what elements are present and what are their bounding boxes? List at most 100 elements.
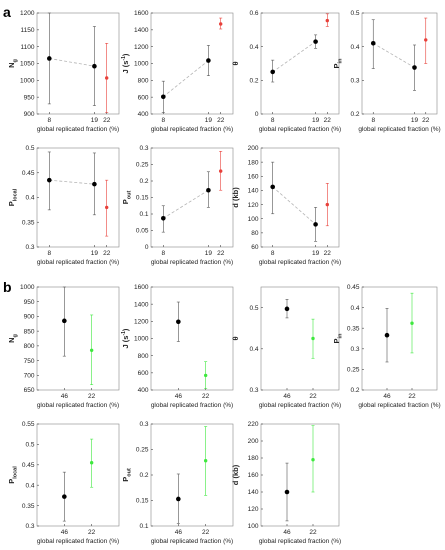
y-tick-label: 0.15 <box>136 195 149 202</box>
y-axis-label: J (s-1) <box>121 328 130 348</box>
x-tick-label: 22 <box>309 393 317 400</box>
y-tick-label: 0.3 <box>25 244 34 251</box>
y-tick-label: 0.25 <box>136 162 149 169</box>
data-point-green <box>311 336 315 341</box>
data-point-black <box>62 318 67 324</box>
y-axis-label: θ <box>231 336 240 340</box>
data-point-black <box>176 319 181 325</box>
data-point-red <box>424 38 428 42</box>
y-axis-label-sub: in <box>338 58 344 64</box>
data-point-green <box>203 373 208 378</box>
x-tick-label: 19 <box>91 117 99 124</box>
data-point-red <box>325 18 329 23</box>
y-tick-label: 0.5 <box>350 10 359 17</box>
y-tick-label: 750 <box>24 358 35 365</box>
y-tick-label: 0.5 <box>25 145 34 152</box>
y-tick-label: 0.45 <box>22 462 35 469</box>
y-tick-label: 0.3 <box>350 78 359 85</box>
x-axis-label: global replicated fraction (%) <box>358 126 440 133</box>
x-axis-label: global replicated fraction (%) <box>37 538 119 545</box>
y-tick-label: 140 <box>248 489 259 496</box>
y-tick-label: 140 <box>248 188 259 195</box>
plot-frame <box>361 12 438 115</box>
y-axis-label: J (s-1) <box>121 53 130 73</box>
trend-dashed-line <box>49 58 95 67</box>
y-tick-label: 1000 <box>20 78 35 85</box>
y-tick-label: 0.35 <box>22 503 35 510</box>
y-tick-label: 1100 <box>21 44 35 51</box>
y-tick-label: 0.3 <box>25 523 34 530</box>
y-axis-label-sub: in <box>338 333 344 339</box>
x-tick-label: 22 <box>422 117 430 124</box>
x-tick-label: 22 <box>408 393 416 400</box>
y-axis-label-main: θ <box>231 336 240 340</box>
chart-a-7: 60 80 100 120 140 160 180 200 8 19 22 global replic… <box>231 145 341 266</box>
y-axis-label: Plocal <box>7 466 19 484</box>
data-point-black <box>161 94 166 100</box>
data-point-black <box>47 56 52 61</box>
chart-a-5: 0.3 0.35 0.4 0.45 0.5 8 19 22 global replicated … <box>7 145 120 266</box>
plot-frame <box>260 423 340 527</box>
x-axis-label: global replicated fraction (%) <box>259 126 341 133</box>
y-tick-label: 160 <box>248 472 259 479</box>
x-axis-label: global replicated fraction (%) <box>151 259 233 266</box>
y-axis-label-sub: out <box>127 468 133 477</box>
chart-b-12: 0.3 0.35 0.4 0.45 0.5 0.55 46 22 global replicat… <box>7 421 120 545</box>
y-axis-label: θ <box>231 61 240 65</box>
x-tick-label: 8 <box>161 117 165 124</box>
y-axis-label: Pout <box>121 191 133 205</box>
chart-a-4: 0.2 0.3 0.4 0.5 8 19 22 global replicated fract… <box>332 10 441 133</box>
data-point-black <box>270 69 276 75</box>
y-tick-label: 0.2 <box>139 178 148 185</box>
chart-b-11: 0.2 0.25 0.3 0.35 0.4 0.45 46 22 global replicat… <box>332 284 441 409</box>
trend-dashed-line <box>373 42 415 68</box>
data-point-green <box>89 348 94 352</box>
y-tick-label: 400 <box>138 111 149 118</box>
y-tick-label: 220 <box>248 421 259 428</box>
y-tick-label: 100 <box>248 523 259 530</box>
chart-a-6: 0 0.05 0.1 0.15 0.2 0.25 0.3 8 19 22 global replic… <box>121 145 234 266</box>
y-tick-label: 200 <box>248 438 259 445</box>
chart-b-13: 0.1 0.15 0.2 0.25 0.3 46 22 global replicated f… <box>121 421 234 545</box>
x-tick-label: 46 <box>175 393 183 400</box>
plot-frame <box>36 423 120 527</box>
data-point-green <box>203 459 208 463</box>
x-axis-label: global replicated fraction (%) <box>358 402 440 409</box>
data-point-green <box>89 461 94 465</box>
data-point-black <box>92 181 97 187</box>
y-tick-label: 180 <box>248 455 259 462</box>
y-axis-label-sub: out <box>127 191 133 200</box>
x-axis-label: global replicated fraction (%) <box>37 259 119 266</box>
x-tick-label: 22 <box>88 393 96 400</box>
x-tick-label: 8 <box>371 117 375 124</box>
y-tick-label: 0.6 <box>249 10 258 17</box>
y-axis-label-sub: local <box>13 188 19 201</box>
y-axis-label-main: J (s <box>121 336 130 349</box>
y-tick-label: 1200 <box>134 44 149 51</box>
chart-b-9: 400 600 800 1000 1200 1400 1600 46 22 global repl… <box>121 284 234 409</box>
y-axis-label-sub: g <box>13 59 19 62</box>
y-tick-label: 60 <box>251 244 259 251</box>
data-point-black <box>62 494 67 499</box>
y-axis-label-sub: local <box>13 466 19 479</box>
y-axis-label-main: d (kb) <box>231 464 240 485</box>
data-point-black <box>161 215 166 221</box>
y-tick-label: 0 <box>145 244 149 251</box>
y-axis-label-main: P <box>332 338 341 343</box>
data-point-black <box>270 184 276 190</box>
trend-dashed-line <box>49 179 95 185</box>
x-axis-label: global replicated fraction (%) <box>151 126 233 133</box>
chart-b-8: 650 700 750 800 850 900 950 1000 46 22 global repl… <box>7 284 120 409</box>
y-tick-label: 800 <box>138 78 149 85</box>
y-tick-label: 0.2 <box>350 387 359 394</box>
x-tick-label: 19 <box>91 250 99 257</box>
y-tick-label: 120 <box>248 506 259 513</box>
y-tick-label: 650 <box>24 387 35 394</box>
data-point-black <box>206 187 211 193</box>
x-tick-label: 46 <box>175 529 183 536</box>
data-point-green <box>410 321 414 325</box>
x-tick-label: 22 <box>103 250 111 257</box>
plot-frame <box>260 286 340 391</box>
x-tick-label: 19 <box>411 117 419 124</box>
